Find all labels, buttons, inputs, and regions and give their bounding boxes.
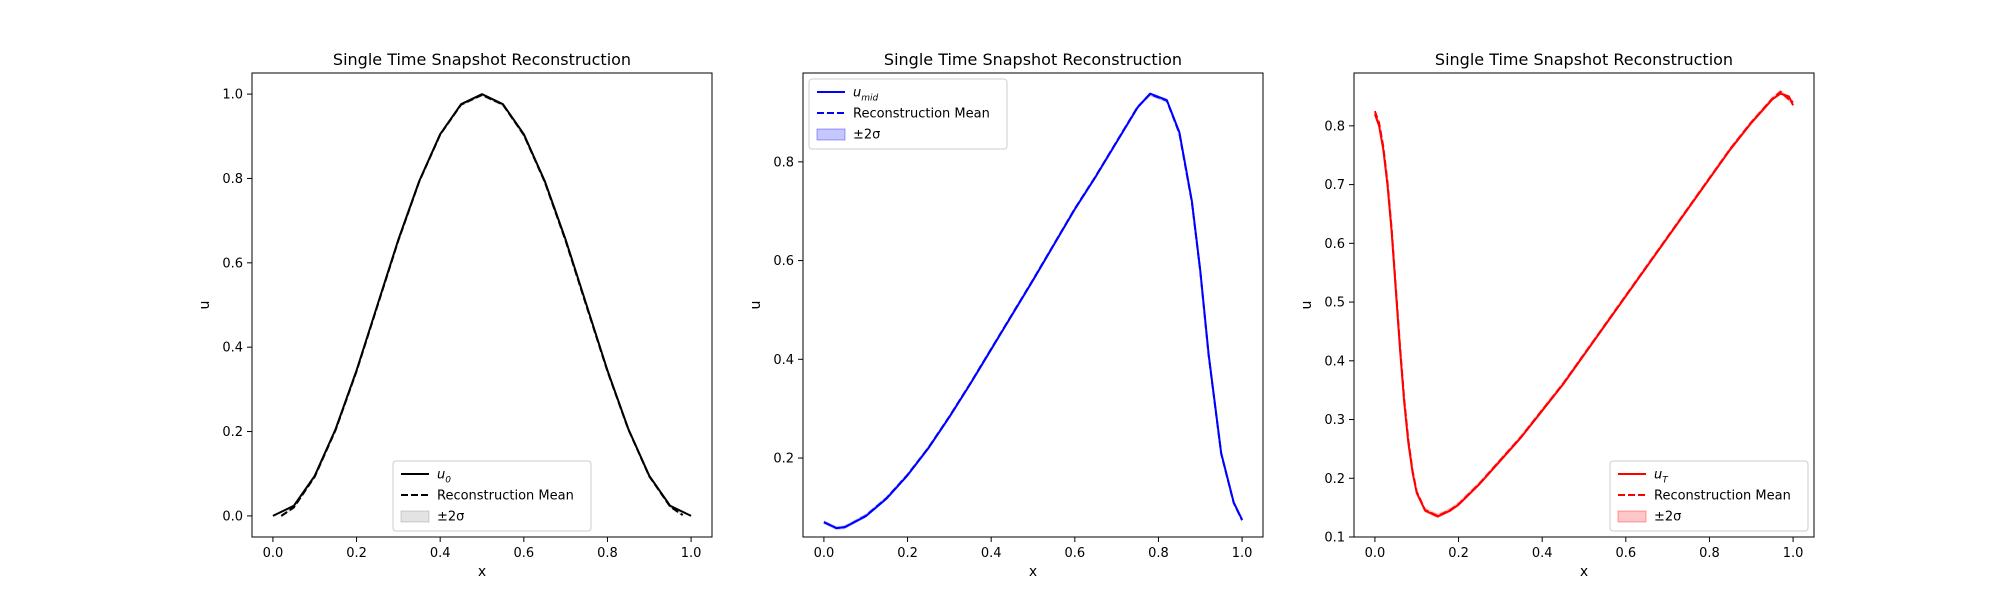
y-tick-label: 0.6 bbox=[222, 256, 243, 271]
axes-frame bbox=[802, 72, 1264, 538]
y-tick-label: 0.2 bbox=[222, 425, 243, 440]
x-tick-label: 0.6 bbox=[513, 546, 534, 561]
x-tick-label: 0.2 bbox=[897, 546, 918, 561]
y-tick-label: 0.3 bbox=[1324, 413, 1345, 428]
y-tick-label: 0.4 bbox=[1324, 354, 1345, 369]
y-tick-label: 0.6 bbox=[773, 254, 794, 269]
y-tick-label: 0.4 bbox=[773, 353, 794, 368]
x-tick-label: 0.0 bbox=[1365, 546, 1386, 561]
x-tick-label: 1.0 bbox=[1783, 546, 1804, 561]
y-tick-label: 0.1 bbox=[1324, 531, 1345, 546]
x-tick-label: 0.2 bbox=[346, 546, 367, 561]
x-tick-label: 0.2 bbox=[1448, 546, 1469, 561]
x-tick-label: 0.0 bbox=[814, 546, 835, 561]
y-axis-label: u bbox=[197, 301, 213, 310]
legend-label: Reconstruction Mean bbox=[1654, 489, 1791, 504]
true-solution-line bbox=[272, 93, 692, 517]
legend-label: umid bbox=[853, 86, 879, 104]
chart-title: Single Time Snapshot Reconstruction bbox=[333, 50, 631, 69]
legend-box bbox=[808, 78, 1008, 150]
reconstruction-mean-line bbox=[1373, 90, 1794, 517]
axes-frame bbox=[1353, 72, 1815, 538]
legend: u0 Reconstruction Mean ±2σ bbox=[392, 460, 592, 532]
x-tick-label: 0.8 bbox=[1148, 546, 1169, 561]
x-tick-label: 0.6 bbox=[1615, 546, 1636, 561]
legend-box bbox=[392, 460, 592, 532]
legend-swatch-band bbox=[1617, 510, 1647, 523]
y-tick-label: 0.4 bbox=[222, 341, 243, 356]
y-tick-label: 0.2 bbox=[773, 452, 794, 467]
x-tick-label: 0.8 bbox=[597, 546, 618, 561]
legend-label-symbol: u bbox=[437, 468, 445, 483]
legend-swatch-band bbox=[400, 510, 430, 523]
y-tick-label: 0.7 bbox=[1324, 178, 1345, 193]
reconstruction-mean-line bbox=[280, 93, 684, 517]
reconstruction-mean-line bbox=[823, 93, 1243, 530]
legend-label-subscript: 0 bbox=[445, 476, 451, 486]
plot-area bbox=[1373, 89, 1794, 519]
true-solution-line bbox=[1373, 92, 1794, 518]
legend-label-subscript: T bbox=[1662, 476, 1669, 486]
legend-box bbox=[1609, 460, 1809, 532]
y-tick-label: 0.6 bbox=[1324, 237, 1345, 252]
uncertainty-band bbox=[823, 92, 1243, 531]
x-tick-label: 1.0 bbox=[1232, 546, 1253, 561]
legend-label-symbol: u bbox=[1654, 468, 1662, 483]
legend-label: uT bbox=[1654, 468, 1669, 486]
legend-label: u0 bbox=[437, 468, 451, 486]
legend-label: ±2σ bbox=[853, 128, 880, 143]
x-tick-label: 0.4 bbox=[430, 546, 451, 561]
y-tick-label: 0.2 bbox=[1324, 472, 1345, 487]
chart-title: Single Time Snapshot Reconstruction bbox=[1435, 50, 1733, 69]
legend: uT Reconstruction Mean ±2σ bbox=[1609, 460, 1809, 532]
y-tick-label: 0.0 bbox=[222, 509, 243, 524]
x-tick-label: 0.4 bbox=[981, 546, 1002, 561]
y-axis-label: u bbox=[748, 301, 764, 310]
x-axis-label: x bbox=[1029, 564, 1037, 580]
x-axis-label: x bbox=[478, 564, 486, 580]
x-tick-label: 1.0 bbox=[681, 546, 702, 561]
subplot-3: Single Time Snapshot Reconstruction 0.0 0.… bbox=[1299, 50, 1815, 580]
true-solution-line bbox=[823, 92, 1243, 530]
uncertainty-band bbox=[1374, 89, 1794, 519]
x-tick-label: 0.8 bbox=[1699, 546, 1720, 561]
x-tick-label: 0.0 bbox=[263, 546, 284, 561]
x-axis-label: x bbox=[1580, 564, 1588, 580]
y-tick-label: 0.8 bbox=[1324, 119, 1345, 134]
x-tick-label: 0.4 bbox=[1532, 546, 1553, 561]
subplot-1: Single Time Snapshot Reconstruction 0.0 0.… bbox=[197, 50, 713, 580]
legend-label: ±2σ bbox=[437, 510, 464, 525]
legend-label: ±2σ bbox=[1654, 510, 1681, 525]
y-tick-label: 0.8 bbox=[222, 172, 243, 187]
legend-swatch-band bbox=[816, 128, 846, 141]
plot-area bbox=[823, 92, 1243, 531]
plot-area bbox=[272, 93, 692, 518]
chart-title: Single Time Snapshot Reconstruction bbox=[884, 50, 1182, 69]
uncertainty-band bbox=[281, 93, 683, 518]
y-tick-label: 0.5 bbox=[1324, 296, 1345, 311]
legend-label-subscript: mid bbox=[861, 94, 878, 104]
axes-frame bbox=[251, 72, 713, 538]
y-tick-label: 1.0 bbox=[222, 88, 243, 103]
y-tick-label: 0.8 bbox=[773, 155, 794, 170]
y-axis-label: u bbox=[1299, 301, 1315, 310]
legend-label: Reconstruction Mean bbox=[853, 107, 990, 122]
legend: umid Reconstruction Mean ±2σ bbox=[808, 78, 1008, 150]
x-tick-label: 0.6 bbox=[1064, 546, 1085, 561]
legend-label: Reconstruction Mean bbox=[437, 489, 574, 504]
legend-label-symbol: u bbox=[853, 86, 861, 101]
subplot-2: Single Time Snapshot Reconstruction 0.0 0.… bbox=[748, 50, 1264, 580]
